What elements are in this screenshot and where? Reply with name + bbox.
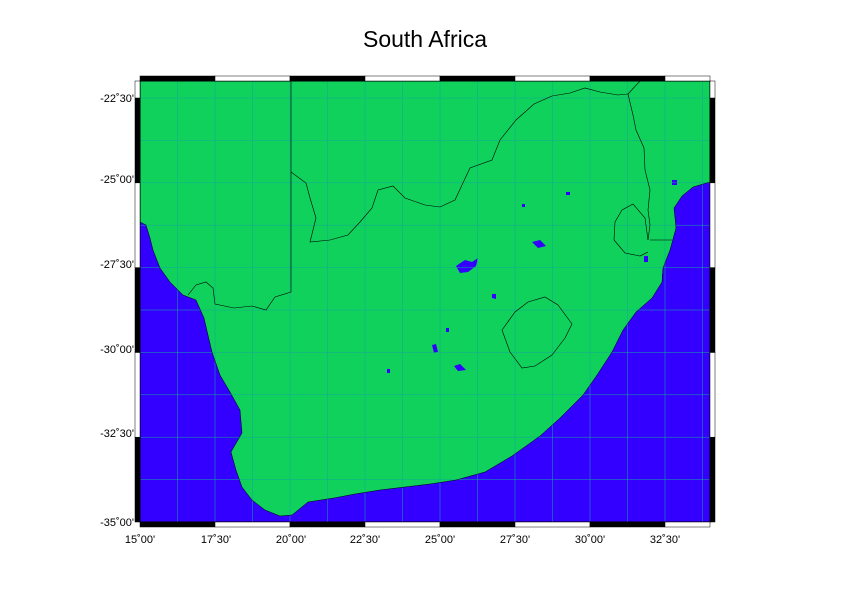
- x-tick-label: 27˚30': [500, 534, 530, 546]
- frame-segment: [139, 75, 216, 82]
- x-tick-label: 22˚30': [350, 534, 380, 546]
- lake: [672, 180, 677, 185]
- frame-segment: [134, 352, 141, 438]
- x-tick-label: 30˚00': [575, 534, 605, 546]
- frame-segment: [709, 80, 716, 99]
- border-botswana: [290, 87, 629, 243]
- lake: [456, 258, 478, 273]
- lake: [532, 240, 546, 248]
- x-tick-label: 15˚00': [125, 534, 155, 546]
- y-tick-label: -32˚30': [100, 428, 134, 440]
- lake: [662, 274, 665, 282]
- frame-segment: [439, 75, 516, 82]
- frame-segment: [289, 521, 366, 528]
- frame-segment: [134, 182, 141, 268]
- frame-segment: [589, 521, 666, 528]
- x-axis-labels: 15˚00' 17˚30' 20˚00' 22˚30' 25˚00' 27˚30…: [125, 534, 680, 546]
- frame-segment: [589, 75, 666, 82]
- x-tick-label: 17˚30': [201, 534, 231, 546]
- y-axis-labels: -22˚30' -25˚00' -27˚30' -30˚00' -32˚30' …: [100, 93, 134, 529]
- frame-segment: [214, 75, 291, 82]
- frame-segment: [139, 521, 216, 528]
- frame-segment: [439, 521, 516, 528]
- frame-segment: [514, 75, 591, 82]
- frame-segment: [134, 97, 141, 184]
- y-tick-label: -25˚00': [100, 174, 134, 186]
- lake: [454, 364, 466, 371]
- frame-segment: [514, 521, 591, 528]
- country-borders: [187, 81, 672, 369]
- frame-segment: [134, 80, 141, 99]
- lake: [387, 369, 390, 373]
- x-tick-label: 20˚00': [276, 534, 306, 546]
- frame-segment: [364, 521, 441, 528]
- frame-segment: [709, 436, 716, 523]
- y-tick-label: -22˚30': [100, 93, 134, 105]
- y-tick-label: -27˚30': [100, 259, 134, 271]
- frame-segment: [709, 267, 716, 353]
- lake: [522, 204, 525, 207]
- border-namibia: [187, 81, 292, 311]
- border-mozambique: [627, 93, 651, 241]
- lake: [432, 344, 438, 353]
- y-tick-label: -30˚00': [100, 344, 134, 356]
- coastline: [140, 181, 710, 517]
- x-tick-label: 25˚00': [425, 534, 455, 546]
- frame-segment: [364, 75, 441, 82]
- border-zimbabwe: [627, 81, 641, 95]
- y-tick-label: -35˚00': [100, 517, 134, 529]
- lake: [566, 192, 570, 195]
- frame-segment: [664, 75, 711, 82]
- border-swaziland: [613, 203, 649, 257]
- frame-ticks: [134, 75, 716, 528]
- x-tick-label: 32˚30': [650, 534, 680, 546]
- frame-segment: [709, 97, 716, 184]
- border-lesotho: [501, 296, 573, 369]
- land: [140, 81, 710, 516]
- lake: [644, 256, 648, 262]
- map-title: South Africa: [362, 26, 488, 52]
- lake: [446, 328, 449, 332]
- frame-segment: [134, 267, 141, 353]
- frame-segment: [709, 182, 716, 268]
- frame-segment: [214, 521, 291, 528]
- lake: [492, 294, 496, 299]
- frame-segment: [709, 352, 716, 438]
- frame-segment: [134, 436, 141, 523]
- frame-segment: [664, 521, 711, 528]
- frame-segment: [289, 75, 366, 82]
